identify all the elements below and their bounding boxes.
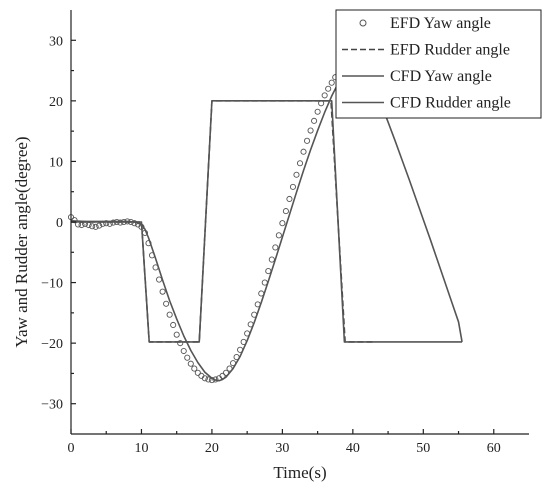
data-point (307, 127, 314, 134)
data-point (156, 276, 163, 283)
data-point (89, 223, 96, 230)
data-point (85, 221, 92, 229)
y-tick-label: −30 (41, 398, 63, 413)
legend-marker (359, 19, 367, 27)
y-tick-label: 0 (56, 216, 63, 231)
y-tick-label: −20 (41, 337, 63, 352)
data-point (201, 375, 208, 382)
data-point (311, 117, 318, 124)
data-point (314, 108, 321, 115)
data-point (328, 79, 335, 86)
y-tick-label: 30 (49, 34, 63, 49)
legend-box (335, 9, 542, 119)
x-axis-ticks: 0 10 20 30 40 50 60 (68, 429, 501, 456)
data-point (265, 268, 272, 275)
series-line-cfd-rudder-angle (71, 100, 463, 343)
data-point (303, 137, 311, 144)
legend-label: CFD Yaw angle (390, 68, 492, 85)
data-point (286, 195, 293, 203)
data-point (187, 360, 194, 367)
data-point (296, 160, 304, 167)
data-point (173, 331, 180, 338)
x-tick-label: 60 (487, 441, 501, 456)
data-point (191, 365, 198, 372)
data-point (219, 372, 226, 379)
x-tick-label: 50 (416, 441, 430, 456)
legend-label: EFD Yaw angle (390, 15, 491, 32)
data-point (163, 300, 170, 307)
y-tick-label: −10 (41, 277, 63, 292)
y-axis-ticks: −30 −20 −10 0 10 20 30 (41, 34, 76, 413)
x-tick-label: 20 (205, 441, 219, 456)
data-point (325, 85, 332, 92)
data-point (275, 232, 282, 239)
data-point (180, 347, 187, 355)
data-point (177, 340, 184, 347)
y-tick-label: 20 (49, 95, 63, 110)
legend: EFD Yaw angle EFD Rudder angle CFD Yaw ang… (335, 9, 542, 119)
data-point (92, 223, 99, 230)
data-point (272, 244, 279, 251)
data-point (321, 92, 328, 99)
data-point (184, 354, 191, 361)
series-line-cfd-yaw-angle (70, 63, 463, 382)
x-tick-label: 10 (134, 441, 148, 456)
data-point (282, 208, 289, 215)
data-point (268, 256, 275, 263)
x-axis-label: Time(s) (273, 463, 326, 482)
legend-label: CFD Rudder angle (390, 95, 511, 112)
data-point (166, 311, 173, 318)
data-point (96, 222, 103, 229)
data-point (205, 376, 212, 383)
y-tick-label: 10 (49, 155, 63, 170)
data-point (78, 221, 85, 229)
data-point (279, 220, 286, 227)
legend-label: EFD Rudder angle (390, 42, 510, 59)
data-point (289, 183, 297, 190)
x-tick-label: 0 (68, 441, 75, 456)
data-point (159, 288, 166, 295)
x-tick-label: 40 (346, 441, 360, 456)
data-point (170, 321, 177, 329)
data-point (194, 369, 201, 376)
x-tick-label: 30 (275, 441, 289, 456)
y-axis-label: Yaw and Rudder angle(degree) (12, 136, 31, 347)
data-point (293, 171, 300, 178)
data-point (300, 148, 307, 155)
